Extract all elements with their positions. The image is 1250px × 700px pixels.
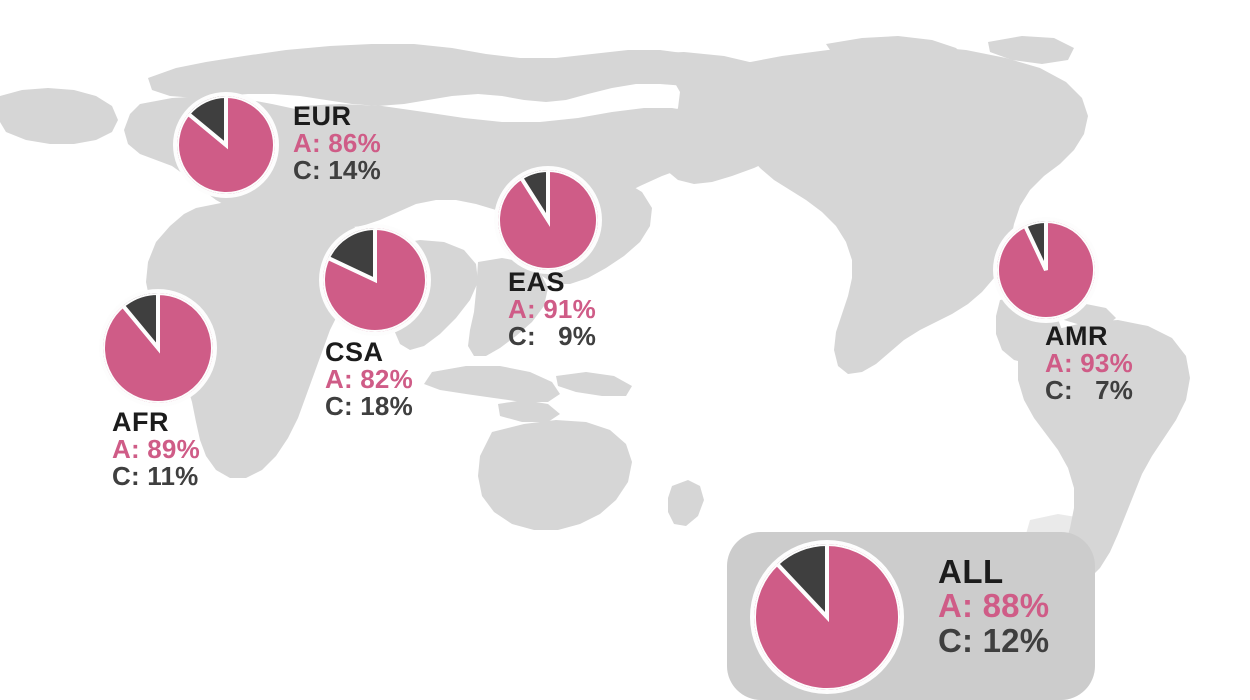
- region-code-eur: EUR: [293, 101, 352, 131]
- region-code-all: ALL: [938, 553, 1004, 590]
- allele-c-value-afr: C: 11%: [112, 461, 199, 492]
- land-greenland: [988, 36, 1074, 64]
- pie-slice-c[interactable]: [774, 544, 829, 623]
- pie-slice-a[interactable]: [323, 228, 427, 332]
- land-south-america: [1018, 320, 1190, 586]
- pie-slice-c[interactable]: [120, 293, 160, 354]
- allele-a-value-csa: A: 82%: [325, 364, 413, 395]
- pie-chart-csa[interactable]: [323, 228, 427, 332]
- allele-c-value-csa: C: 18%: [325, 391, 413, 422]
- pie-slice-c[interactable]: [518, 170, 550, 227]
- pie-slice-c[interactable]: [185, 96, 228, 150]
- region-code-csa: CSA: [325, 337, 384, 367]
- pie-chart-afr[interactable]: [103, 293, 213, 403]
- land-southeast-asia: [468, 258, 548, 356]
- region-label-block-csa: CSA A: 82% C: 18%: [325, 338, 413, 420]
- region-code-eas: EAS: [508, 267, 566, 297]
- pie-slice-a[interactable]: [103, 293, 213, 403]
- land-north-america: [736, 46, 1088, 374]
- allele-a-value-all: A: 88%: [938, 587, 1050, 625]
- land-new-guinea: [556, 372, 632, 396]
- land-borneo: [498, 400, 560, 422]
- region-label-block-eur: EUR A: 86% C: 14%: [293, 102, 381, 184]
- allele-c-value-all: C: 12%: [938, 621, 1050, 659]
- land-japan: [598, 152, 640, 194]
- allele-c-value-amr: C: 7%: [1045, 375, 1134, 406]
- region-code-afr: AFR: [112, 407, 169, 437]
- land-alaska-sliver: [0, 88, 118, 144]
- pie-chart-all[interactable]: [754, 544, 900, 690]
- land-new-zealand: [668, 480, 704, 526]
- pie-chart-amr[interactable]: [997, 221, 1095, 319]
- land-caribbean: [1062, 304, 1116, 326]
- land-indonesia: [424, 366, 560, 402]
- pie-slice-c[interactable]: [1022, 221, 1048, 271]
- allele-c-value-eas: C: 9%: [508, 321, 597, 352]
- pie-chart-eur[interactable]: [177, 96, 275, 194]
- region-label-block-amr: AMR A: 93% C: 7%: [1045, 322, 1133, 404]
- allele-c-value-eur: C: 14%: [293, 155, 381, 186]
- allele-a-value-eas: A: 91%: [508, 294, 596, 325]
- region-label-block-eas: EAS A: 91% C: 9%: [508, 268, 596, 350]
- region-label-block-afr: AFR A: 89% C: 11%: [112, 408, 200, 490]
- pie-slice-c[interactable]: [325, 228, 377, 284]
- allele-a-value-afr: A: 89%: [112, 434, 200, 465]
- allele-a-value-eur: A: 86%: [293, 128, 381, 159]
- allele-a-value-amr: A: 93%: [1045, 348, 1133, 379]
- region-code-amr: AMR: [1045, 321, 1108, 351]
- land-arctic-islands: [826, 36, 966, 68]
- region-label-block-all: ALL A: 88% C: 12%: [938, 553, 1050, 659]
- land-australia: [478, 420, 632, 530]
- land-northern-eurasia: [148, 44, 742, 106]
- pie-chart-eas[interactable]: [498, 170, 598, 270]
